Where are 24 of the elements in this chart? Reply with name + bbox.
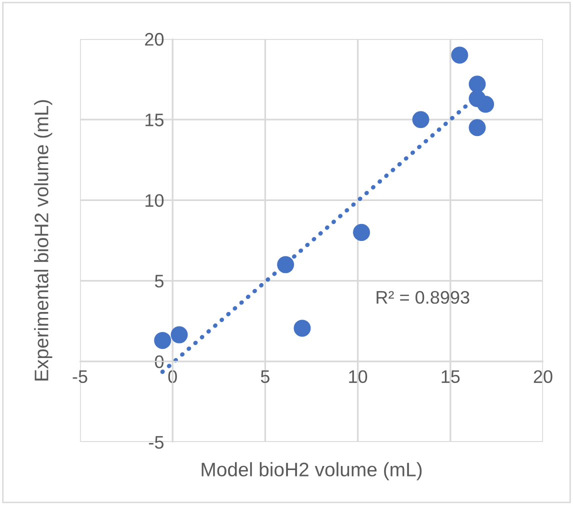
x-tick-label: 20 xyxy=(534,370,552,383)
x-tick-label: -5 xyxy=(72,370,88,383)
x-tick-label: 10 xyxy=(349,370,368,383)
y-tick-label: 10 xyxy=(146,194,164,207)
y-tick-label: 20 xyxy=(145,32,164,46)
annotation: R² = 0.8993 xyxy=(376,290,470,304)
point xyxy=(277,256,294,274)
point xyxy=(451,46,468,64)
point xyxy=(477,96,494,113)
point xyxy=(412,111,430,128)
point xyxy=(154,332,172,349)
point xyxy=(294,320,311,337)
point xyxy=(353,224,370,241)
x-tick-label: 15 xyxy=(442,370,460,383)
x-axis-title: Model bioH2 volume (mL) xyxy=(202,462,422,480)
point xyxy=(170,326,188,344)
point xyxy=(468,76,486,93)
y-tick-label: 15 xyxy=(146,114,164,126)
y-tick-label: 5 xyxy=(154,274,164,288)
y-tick-label: -5 xyxy=(149,436,164,449)
y-axis-title: Experimental bioH2 volume (mL) xyxy=(34,100,52,380)
x-tick-label: 0 xyxy=(168,370,177,383)
point xyxy=(468,119,486,136)
x-tick-label: 5 xyxy=(260,370,270,383)
